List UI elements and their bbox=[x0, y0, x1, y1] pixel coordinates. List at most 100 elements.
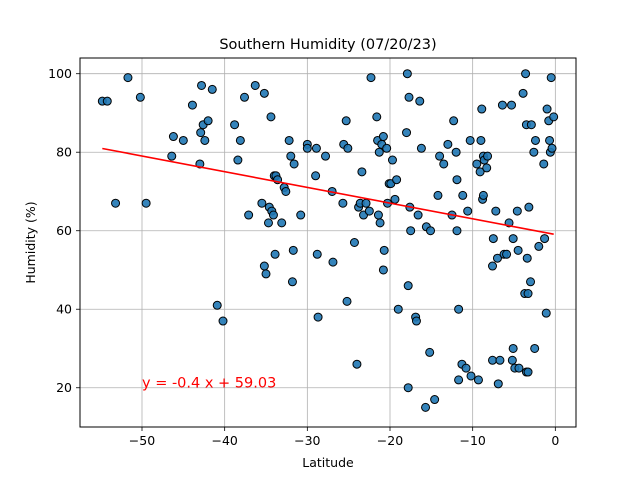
data-point bbox=[530, 343, 540, 353]
x-tick-label: −50 bbox=[129, 433, 155, 448]
regression-line bbox=[102, 147, 554, 236]
data-point bbox=[404, 92, 414, 102]
y-tick-label: 100 bbox=[48, 66, 72, 81]
data-point bbox=[449, 116, 459, 126]
data-point bbox=[167, 151, 177, 161]
data-point bbox=[321, 151, 331, 161]
data-point bbox=[415, 96, 425, 106]
data-point bbox=[541, 308, 551, 318]
data-point bbox=[402, 69, 412, 79]
data-point bbox=[488, 355, 498, 365]
data-point bbox=[473, 375, 483, 385]
data-point bbox=[102, 96, 112, 106]
data-point bbox=[491, 206, 501, 216]
data-point bbox=[352, 359, 362, 369]
data-point bbox=[430, 395, 440, 405]
data-point bbox=[472, 159, 482, 169]
data-point bbox=[364, 206, 374, 216]
data-point bbox=[454, 304, 464, 314]
chart-title: Southern Humidity (07/20/23) bbox=[219, 37, 436, 53]
data-point bbox=[523, 289, 533, 299]
data-point bbox=[302, 143, 312, 153]
data-point bbox=[502, 249, 512, 259]
x-tick-label: −40 bbox=[211, 433, 237, 448]
data-point bbox=[200, 135, 210, 145]
data-point bbox=[523, 367, 533, 377]
data-point bbox=[461, 363, 471, 373]
data-point bbox=[259, 261, 269, 271]
data-point bbox=[508, 234, 518, 244]
data-point bbox=[492, 253, 502, 263]
data-point bbox=[257, 198, 267, 208]
data-point bbox=[465, 135, 475, 145]
data-point bbox=[413, 210, 423, 220]
data-point bbox=[235, 135, 245, 145]
data-point bbox=[197, 80, 207, 90]
data-point bbox=[392, 175, 402, 185]
y-axis-label: Humidity (%) bbox=[23, 201, 38, 283]
data-point bbox=[168, 132, 178, 142]
data-point bbox=[123, 73, 133, 83]
data-point bbox=[196, 128, 206, 138]
data-point bbox=[411, 316, 421, 326]
data-point bbox=[187, 100, 197, 110]
data-point bbox=[390, 194, 400, 204]
data-point bbox=[361, 198, 371, 208]
data-point bbox=[463, 206, 473, 216]
y-tick-label: 80 bbox=[56, 145, 72, 160]
data-point bbox=[374, 147, 384, 157]
data-point bbox=[230, 120, 240, 130]
data-point bbox=[382, 143, 392, 153]
x-tick-label: −30 bbox=[294, 433, 320, 448]
data-point bbox=[378, 132, 388, 142]
data-point bbox=[366, 73, 376, 83]
y-tick-label: 60 bbox=[56, 223, 72, 238]
data-point bbox=[547, 143, 557, 153]
data-point bbox=[341, 116, 351, 126]
data-point bbox=[507, 100, 517, 110]
data-point bbox=[454, 375, 464, 385]
data-point bbox=[289, 159, 299, 169]
data-point bbox=[372, 112, 382, 122]
data-point bbox=[296, 210, 306, 220]
data-point bbox=[540, 234, 550, 244]
data-point bbox=[521, 69, 531, 79]
data-point bbox=[403, 383, 413, 393]
data-point bbox=[546, 73, 556, 83]
data-point bbox=[508, 343, 518, 353]
data-point bbox=[426, 226, 436, 236]
x-tick-label: −20 bbox=[377, 433, 403, 448]
data-point bbox=[178, 135, 188, 145]
data-point bbox=[328, 257, 338, 267]
data-point bbox=[466, 371, 476, 381]
data-point bbox=[357, 167, 367, 177]
data-point bbox=[493, 379, 503, 389]
data-point bbox=[545, 135, 555, 145]
plot-frame bbox=[79, 57, 577, 428]
data-point bbox=[379, 245, 389, 255]
data-point bbox=[475, 167, 485, 177]
y-axis-ticks: 20 40 60 80 100 bbox=[48, 66, 80, 395]
data-point bbox=[497, 100, 507, 110]
data-point bbox=[244, 210, 254, 220]
data-point bbox=[311, 171, 321, 181]
data-point bbox=[452, 226, 462, 236]
x-tick-label: 0 bbox=[551, 433, 559, 448]
data-point bbox=[482, 163, 492, 173]
data-point bbox=[268, 210, 278, 220]
data-point bbox=[349, 238, 359, 247]
data-point bbox=[288, 245, 298, 255]
y-tick-label: 20 bbox=[56, 380, 72, 395]
data-point bbox=[534, 241, 544, 251]
data-point bbox=[406, 226, 416, 236]
data-point bbox=[539, 159, 549, 169]
data-point bbox=[402, 128, 412, 138]
data-point bbox=[266, 112, 276, 122]
data-point bbox=[270, 249, 280, 259]
data-point bbox=[281, 186, 291, 196]
data-point bbox=[378, 265, 388, 275]
data-point bbox=[393, 304, 403, 314]
